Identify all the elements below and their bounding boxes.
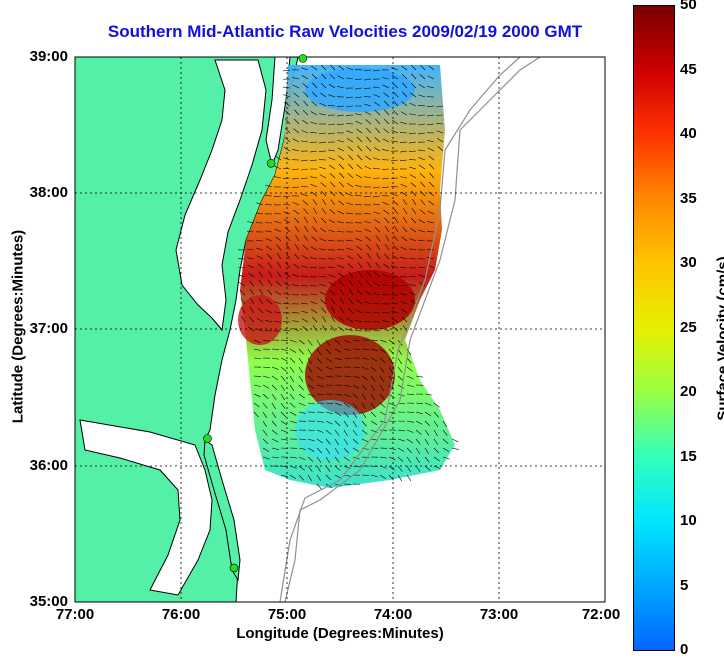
colorbar-tick: 20 [680,383,697,400]
station-marker [229,563,239,573]
colorbar-tick: 15 [680,448,697,465]
x-tick-label: 73:00 [479,606,519,623]
velocity-field [238,65,455,488]
map-title: Southern Mid-Atlantic Raw Velocities 200… [107,22,583,41]
grid-lines [75,57,605,602]
station-marker [298,54,308,63]
colorbar-tick: 50 [680,0,697,13]
x-tick-label: 72:00 [581,606,621,623]
x-tick-label: 74:00 [373,606,413,623]
colorbar-tick: 25 [680,319,697,336]
colorbar-tick: 30 [680,254,697,271]
colorbar-tick: 35 [680,190,697,207]
colorbar-tick: 40 [680,125,697,142]
x-tick-label: 75:00 [267,606,307,623]
y-tick-label: 39:00 [29,48,68,65]
colorbar-tick: 45 [680,61,697,78]
bay-water [175,59,267,332]
y-tick-label: 38:00 [29,184,68,201]
plot-frame [74,56,606,603]
colorbar [633,5,675,651]
outer-banks [203,439,241,582]
x-axis-label: Longitude (Degrees:Minutes) [236,625,444,642]
colorbar-label: Surface Velocity (cm/s) [714,256,724,421]
x-tick-label: 77:00 [55,606,95,623]
y-tick-label: 35:00 [29,593,68,610]
albemarle-sound [79,419,213,596]
y-tick-label: 36:00 [29,457,68,474]
bathymetry-contour-inner [279,57,521,602]
colorbar-tick: 0 [680,641,689,658]
delaware-bay [265,57,291,167]
colorbar-tick: 10 [680,512,697,529]
colorbar-tick: 5 [680,577,689,594]
station-marker [266,158,276,168]
station-markers [203,54,308,573]
velocity-vectors [237,64,459,490]
bathymetry-contour [284,57,541,602]
y-axis-label: Latitude (Degrees:Minutes) [9,229,27,424]
station-marker [203,434,212,443]
x-tick-label: 76:00 [161,606,201,623]
y-tick-label: 37:00 [29,320,68,337]
